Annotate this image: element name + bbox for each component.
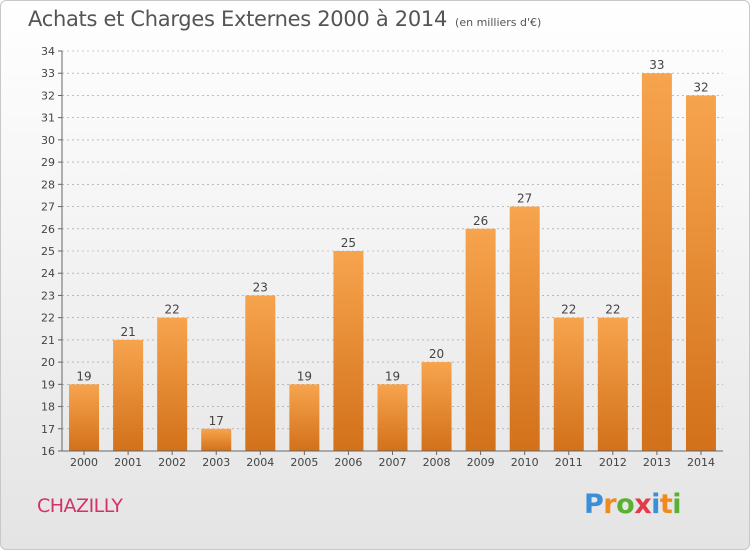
data-label-2005: 19 (297, 369, 312, 383)
data-label-2014: 32 (693, 80, 708, 94)
y-tick-label: 34 (41, 45, 55, 58)
x-tick-label-2011: 2011 (555, 456, 583, 469)
bar-2013 (641, 73, 672, 451)
bars (69, 73, 716, 451)
data-label-2008: 20 (429, 347, 444, 361)
bar-2001 (113, 339, 144, 451)
y-tick-label: 30 (41, 134, 55, 147)
y-tick-label: 24 (41, 267, 55, 280)
bar-2012 (597, 317, 628, 451)
x-tick-label-2009: 2009 (467, 456, 495, 469)
bar-2014 (685, 95, 716, 451)
y-tick-label: 20 (41, 356, 55, 369)
y-tick-label: 27 (41, 201, 55, 214)
y-tick-label: 16 (41, 445, 55, 458)
y-tick-label: 21 (41, 334, 55, 347)
y-tick-labels: 16 17 18 19 20 21 22 23 24 25 26 27 28 29 30 31 32 33 34 (41, 45, 55, 458)
chart-title-row: Achats et Charges Externes 2000 à 2014 (e… (28, 7, 541, 31)
data-label-2011: 22 (561, 303, 576, 317)
data-label-2001: 21 (120, 325, 135, 339)
bar-2006 (333, 251, 364, 451)
y-tick-label: 28 (41, 178, 55, 191)
x-tick-label-2002: 2002 (158, 456, 186, 469)
x-tick-label-2007: 2007 (379, 456, 407, 469)
bar-2007 (377, 384, 408, 451)
logo-letter: P (584, 489, 604, 520)
x-tick-label-2013: 2013 (643, 456, 671, 469)
y-tick-label: 31 (41, 112, 55, 125)
chart-subtitle: (en milliers d'€) (455, 16, 542, 29)
data-label-2003: 17 (209, 414, 224, 428)
x-tick-label-2008: 2008 (423, 456, 451, 469)
bar-2009 (465, 228, 496, 451)
data-label-2000: 19 (76, 369, 91, 383)
chart-title: Achats et Charges Externes 2000 à 2014 (28, 7, 448, 31)
y-tick-label: 22 (41, 312, 55, 325)
x-tick-label-2014: 2014 (687, 456, 715, 469)
logo-letter: t (659, 489, 673, 520)
town-name: CHAZILLY (37, 495, 123, 517)
axes (58, 50, 723, 455)
y-tick-label: 17 (41, 423, 55, 436)
data-label-2010: 27 (517, 192, 532, 206)
x-tick-labels: 2000 2001 2002 2003 2004 2005 2006 2007 2008 2009… (70, 456, 715, 469)
x-tick-label-2000: 2000 (70, 456, 98, 469)
bar-2002 (157, 317, 188, 451)
logo-letter: x (634, 489, 652, 520)
bar-2004 (245, 295, 276, 451)
x-tick-label-2012: 2012 (599, 456, 627, 469)
data-label-2004: 23 (253, 280, 268, 294)
logo-letter: i (672, 489, 682, 520)
y-tick-label: 19 (41, 378, 55, 391)
x-tick-label-2004: 2004 (246, 456, 274, 469)
data-labels: 19 21 22 17 23 19 25 19 20 26 27 22 22 33 32 (76, 58, 708, 428)
data-label-2002: 22 (165, 303, 180, 317)
x-tick-label-2006: 2006 (334, 456, 362, 469)
y-tick-label: 32 (41, 89, 55, 102)
x-tick-label-2001: 2001 (114, 456, 142, 469)
y-tick-label: 23 (41, 289, 55, 302)
x-tick-label-2010: 2010 (511, 456, 539, 469)
y-tick-label: 25 (41, 245, 55, 258)
logo-letter: o (616, 489, 635, 520)
proxiti-logo: Proxiti (584, 489, 682, 520)
bar-2008 (421, 362, 452, 451)
bar-2010 (509, 206, 540, 451)
x-tick-label-2005: 2005 (290, 456, 318, 469)
data-label-2012: 22 (605, 303, 620, 317)
logo-letter: i (651, 489, 660, 520)
bar-2011 (553, 317, 584, 451)
data-label-2009: 26 (473, 214, 488, 228)
y-tick-label: 18 (41, 401, 55, 414)
data-label-2007: 19 (385, 369, 400, 383)
bar-2000 (69, 384, 100, 451)
bar-2005 (289, 384, 320, 451)
logo-letter: r (603, 489, 617, 520)
bar-2003 (201, 428, 232, 451)
y-tick-label: 29 (41, 156, 55, 169)
data-label-2006: 25 (341, 236, 356, 250)
x-tick-label-2003: 2003 (202, 456, 230, 469)
y-tick-label: 26 (41, 223, 55, 236)
y-tick-label: 33 (41, 67, 55, 80)
data-label-2013: 33 (649, 58, 664, 72)
